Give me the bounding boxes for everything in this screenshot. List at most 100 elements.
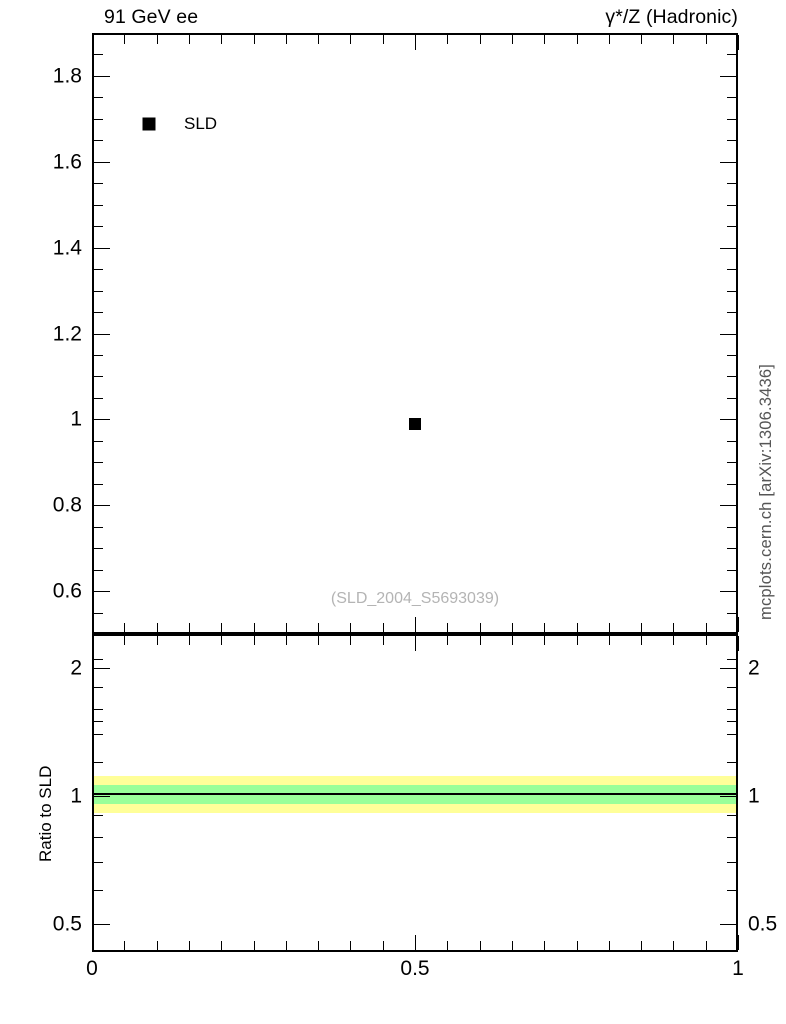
axis-tick <box>720 248 736 249</box>
axis-tick <box>720 505 736 506</box>
axis-tick <box>286 941 287 950</box>
axis-tick <box>318 35 319 44</box>
axis-tick <box>350 623 351 632</box>
axis-tick <box>727 837 736 838</box>
axis-tick <box>157 623 158 632</box>
axis-tick <box>738 935 739 950</box>
axis-tick <box>94 668 110 669</box>
axis-tick <box>512 941 513 950</box>
axis-tick <box>641 623 642 632</box>
axis-tick <box>383 35 384 44</box>
axis-tick <box>609 35 610 44</box>
axis-tick <box>727 548 736 549</box>
axis-tick <box>94 721 103 722</box>
axis-tick <box>94 419 110 420</box>
axis-tick <box>706 623 707 632</box>
axis-tick <box>609 941 610 950</box>
data-point-marker <box>408 418 421 430</box>
main-plot-frame <box>92 33 738 634</box>
axis-tick <box>577 623 578 632</box>
axis-tick <box>727 862 736 863</box>
axis-tick <box>94 205 103 206</box>
axis-tick <box>94 505 110 506</box>
axis-tick <box>94 924 110 925</box>
axis-tick <box>124 623 125 632</box>
axis-tick <box>415 636 416 651</box>
axis-tick <box>157 941 158 950</box>
axis-tick <box>447 941 448 950</box>
axis-tick <box>94 548 103 549</box>
axis-tick <box>727 484 736 485</box>
axis-tick <box>92 636 93 651</box>
axis-tick <box>254 636 255 645</box>
axis-tick <box>92 35 93 50</box>
axis-tick <box>94 837 103 838</box>
axis-tick <box>727 205 736 206</box>
axis-tick <box>727 890 736 891</box>
axis-tick <box>94 462 103 463</box>
axis-tick <box>94 398 103 399</box>
axis-tick <box>720 796 736 797</box>
main-y-tick-label: 0.8 <box>52 493 82 517</box>
axis-tick <box>94 312 103 313</box>
axis-tick <box>350 941 351 950</box>
axis-tick <box>189 636 190 645</box>
axis-tick <box>720 591 736 592</box>
ratio-y-tick-label-right: 1 <box>748 784 760 808</box>
axis-tick <box>720 162 736 163</box>
x-tick-label: 1 <box>732 957 744 980</box>
axis-tick <box>94 441 103 442</box>
axis-tick <box>673 636 674 645</box>
axis-tick <box>727 815 736 816</box>
axis-tick <box>727 398 736 399</box>
axis-tick <box>727 734 736 735</box>
axis-tick <box>94 355 103 356</box>
axis-tick <box>221 941 222 950</box>
main-y-tick-label: 1.8 <box>52 64 82 88</box>
axis-tick <box>727 570 736 571</box>
axis-tick <box>94 119 103 120</box>
axis-tick <box>641 35 642 44</box>
axis-tick <box>286 623 287 632</box>
axis-tick <box>720 76 736 77</box>
axis-tick <box>727 527 736 528</box>
axis-tick <box>124 636 125 645</box>
axis-tick <box>94 269 103 270</box>
header-left-beam-energy: 91 GeV ee <box>104 6 199 28</box>
axis-tick <box>641 941 642 950</box>
axis-tick <box>480 623 481 632</box>
axis-tick <box>609 636 610 645</box>
axis-tick <box>318 941 319 950</box>
main-y-tick-label: 0.6 <box>52 579 82 603</box>
legend-marker-sld <box>142 117 156 131</box>
axis-tick <box>706 941 707 950</box>
x-tick-label: 0 <box>86 957 98 980</box>
axis-tick <box>727 721 736 722</box>
axis-tick <box>94 862 103 863</box>
axis-tick <box>706 35 707 44</box>
axis-tick <box>157 636 158 645</box>
ratio-y-axis-title: Ratio to SLD <box>36 765 55 862</box>
axis-tick <box>577 35 578 44</box>
ratio-y-tick-label-right: 2 <box>748 656 760 680</box>
axis-tick <box>94 815 103 816</box>
axis-tick <box>727 183 736 184</box>
axis-tick <box>94 376 103 377</box>
axis-tick <box>286 35 287 44</box>
axis-tick <box>221 623 222 632</box>
axis-tick <box>94 162 110 163</box>
axis-tick <box>727 659 736 660</box>
axis-tick <box>94 291 103 292</box>
axis-tick <box>415 35 416 50</box>
axis-tick <box>673 35 674 44</box>
axis-tick <box>706 636 707 645</box>
axis-tick <box>254 623 255 632</box>
axis-tick <box>415 617 416 632</box>
axis-tick <box>189 35 190 44</box>
axis-tick <box>254 941 255 950</box>
axis-tick <box>720 334 736 335</box>
axis-tick <box>727 613 736 614</box>
axis-tick <box>727 441 736 442</box>
axis-tick <box>447 35 448 44</box>
axis-tick <box>94 613 103 614</box>
